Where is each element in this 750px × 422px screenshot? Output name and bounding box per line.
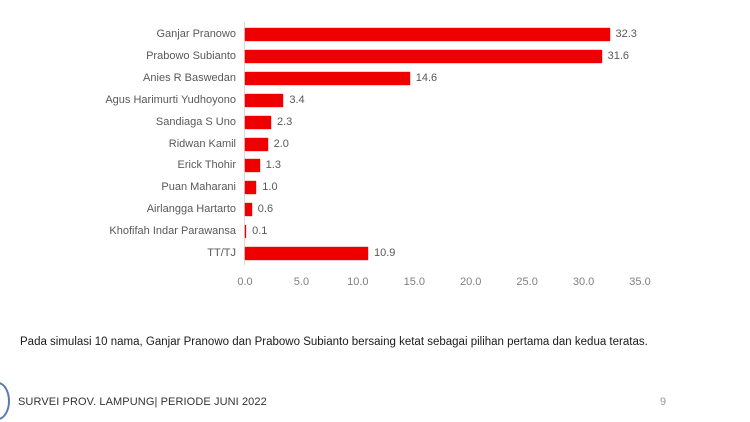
category-label: Erick Thohir [177,159,236,172]
value-label: 10.9 [374,247,396,259]
bar-row: Ganjar Pranowo 32.3 [0,24,750,46]
chart-caption: Pada simulasi 10 nama, Ganjar Pranowo da… [20,336,648,348]
x-tick-label: 0.0 [237,276,253,288]
bar-row: Puan Maharani 1.0 [0,177,750,199]
bar [245,159,260,173]
footer-survey-label: SURVEI PROV. LAMPUNG| PERIODE JUNI 2022 [18,396,267,408]
bar-row: Ridwan Kamil 2.0 [0,134,750,156]
bar [245,181,257,195]
category-label: Khofifah Indar Parawansa [109,225,236,238]
value-label: 14.6 [415,71,438,84]
bar-row: Sandiaga S Uno 2.3 [0,112,750,134]
bar [245,71,410,85]
x-tick-label: 35.0 [629,276,651,288]
logo-icon [0,382,10,420]
bar [245,203,252,217]
category-label: TT/TJ [207,247,236,259]
bar-row: Anies R Baswedan 14.6 [0,68,750,90]
category-label: Ridwan Kamil [168,137,236,150]
value-label: 0.6 [257,203,274,216]
bar [245,225,247,239]
bar [245,247,368,260]
x-tick-label: 20.0 [459,276,482,288]
bar [245,49,602,63]
x-tick-label: 25.0 [516,276,538,288]
category-label: Prabowo Subianto [146,49,236,62]
bar [245,93,284,107]
category-label: Anies R Baswedan [143,71,236,84]
category-label: Agus Harimurti Yudhoyono [105,93,236,106]
category-label: Puan Maharani [161,181,236,194]
value-label: 1.3 [265,159,281,172]
x-tick-label: 15.0 [403,276,425,288]
bar-row: Agus Harimurti Yudhoyono 3.4 [0,90,750,112]
bar-row: Airlangga Hartarto 0.6 [0,199,750,221]
bar-row: Prabowo Subianto 31.6 [0,46,750,68]
x-tick-label: 10.0 [347,276,369,288]
bar-row: TT/TJ 10.9 [0,243,750,265]
category-label: Ganjar Pranowo [156,28,237,40]
value-label: 1.0 [262,181,278,194]
value-label: 31.6 [607,49,630,62]
value-label: 0.1 [252,225,268,238]
bar-chart: Ganjar Pranowo 32.3 Prabowo Subianto 31.6 An… [0,22,750,292]
x-axis-ticks: 0.0 5.0 10.0 15.0 20.0 25.0 30.0 35.0 [0,276,750,292]
page-number: 9 [660,396,667,408]
value-label: 2.0 [273,137,289,150]
bar [245,28,610,41]
x-tick-label: 5.0 [293,276,310,288]
category-label: Airlangga Hartarto [146,203,236,216]
value-label: 32.3 [615,28,637,40]
bar [245,137,268,151]
bar-row: Khofifah Indar Parawansa 0.1 [0,221,750,243]
y-axis-line [244,22,245,265]
bar-row: Erick Thohir 1.3 [0,155,750,177]
value-label: 2.3 [276,115,293,128]
value-label: 3.4 [289,93,305,106]
category-label: Sandiaga S Uno [155,115,236,128]
x-tick-label: 30.0 [572,276,595,288]
bar [245,115,271,129]
